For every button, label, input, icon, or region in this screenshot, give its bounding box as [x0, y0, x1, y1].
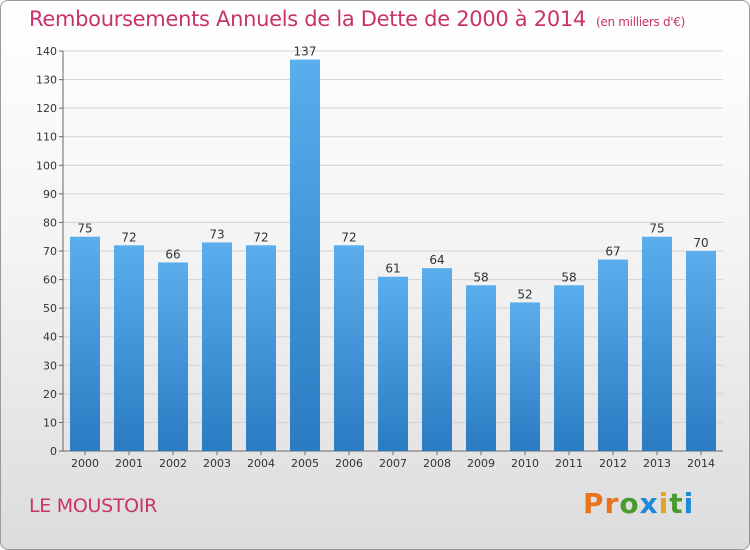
x-tick-label-2006: 2006: [335, 457, 363, 470]
bars: [70, 59, 716, 451]
proxiti-logo[interactable]: Proxiti: [583, 487, 694, 520]
value-label-2010: 52: [517, 287, 532, 301]
value-label-2000: 75: [77, 222, 92, 236]
bar-2012[interactable]: [598, 259, 628, 451]
y-tick-label: 130: [36, 74, 57, 87]
y-tick-label: 100: [36, 159, 57, 172]
y-tick-label: 140: [36, 45, 57, 58]
value-label-2009: 58: [473, 270, 488, 284]
value-label-2014: 70: [693, 236, 708, 250]
x-tick-label-2014: 2014: [687, 457, 715, 470]
x-tick-label-2008: 2008: [423, 457, 451, 470]
x-tick-label-2001: 2001: [115, 457, 143, 470]
x-tick-label-2004: 2004: [247, 457, 275, 470]
value-label-2005: 137: [294, 45, 317, 59]
bar-2000[interactable]: [70, 236, 100, 451]
bar-2004[interactable]: [246, 245, 276, 451]
city-name: LE MOUSTOIR: [29, 495, 158, 517]
bar-2005[interactable]: [290, 59, 320, 451]
bar-2002[interactable]: [158, 262, 188, 451]
value-label-2007: 61: [385, 262, 400, 276]
bar-2010[interactable]: [510, 302, 540, 451]
chart-unit: (en milliers d'€): [596, 15, 686, 29]
value-label-2011: 58: [561, 270, 576, 284]
y-tick-label: 70: [43, 245, 57, 258]
y-tick-label: 30: [43, 359, 57, 372]
chart-title: Remboursements Annuels de la Dette de 20…: [29, 7, 685, 31]
y-tick-label: 120: [36, 102, 57, 115]
bar-2003[interactable]: [202, 242, 232, 451]
x-tick-label-2002: 2002: [159, 457, 187, 470]
brand-letter: i: [658, 487, 670, 520]
bar-2006[interactable]: [334, 245, 364, 451]
x-tick-label-2005: 2005: [291, 457, 319, 470]
bar-2001[interactable]: [114, 245, 144, 451]
bar-2007[interactable]: [378, 276, 408, 451]
value-label-2012: 67: [605, 245, 620, 259]
y-tick-label: 90: [43, 188, 57, 201]
y-tick-label: 20: [43, 388, 57, 401]
value-label-2002: 66: [165, 247, 180, 261]
bar-2008[interactable]: [422, 268, 452, 451]
brand-letter: o: [619, 487, 640, 520]
brand-letter: P: [583, 487, 605, 520]
value-label-2006: 72: [341, 230, 356, 244]
x-tick-label-2003: 2003: [203, 457, 231, 470]
bar-2009[interactable]: [466, 285, 496, 451]
x-tick-label-2012: 2012: [599, 457, 627, 470]
brand-letter: x: [639, 487, 659, 520]
y-tick-label: 80: [43, 216, 57, 229]
tick-labels: 0 10 20 30 40 50 60 70 80 90 100 110 120 130 140 2000 20…: [36, 45, 715, 470]
value-label-2013: 75: [649, 222, 664, 236]
bar-2013[interactable]: [642, 236, 672, 451]
y-tick-label: 50: [43, 302, 57, 315]
x-tick-label-2013: 2013: [643, 457, 671, 470]
x-tick-label-2010: 2010: [511, 457, 539, 470]
bar-2011[interactable]: [554, 285, 584, 451]
x-tick-label-2000: 2000: [71, 457, 99, 470]
value-label-2004: 72: [253, 230, 268, 244]
data-labels: 75 72 66 73 72 137 72 61 64 58 52 58 67 75 70: [77, 45, 708, 302]
y-tick-label: 60: [43, 274, 57, 287]
value-label-2001: 72: [121, 230, 136, 244]
y-tick-label: 40: [43, 331, 57, 344]
x-tick-label-2007: 2007: [379, 457, 407, 470]
brand-letter: r: [604, 487, 620, 520]
y-tick-label: 10: [43, 416, 57, 429]
x-tick-label-2009: 2009: [467, 457, 495, 470]
brand-letter: t: [669, 487, 684, 520]
value-label-2008: 64: [429, 253, 444, 267]
y-tick-label: 0: [50, 445, 57, 458]
brand-letter: i: [683, 487, 695, 520]
value-label-2003: 73: [209, 227, 224, 241]
x-tick-label-2011: 2011: [555, 457, 583, 470]
bar-2014[interactable]: [686, 251, 716, 451]
y-tick-label: 110: [36, 131, 57, 144]
chart-title-text: Remboursements Annuels de la Dette de 20…: [29, 7, 586, 31]
